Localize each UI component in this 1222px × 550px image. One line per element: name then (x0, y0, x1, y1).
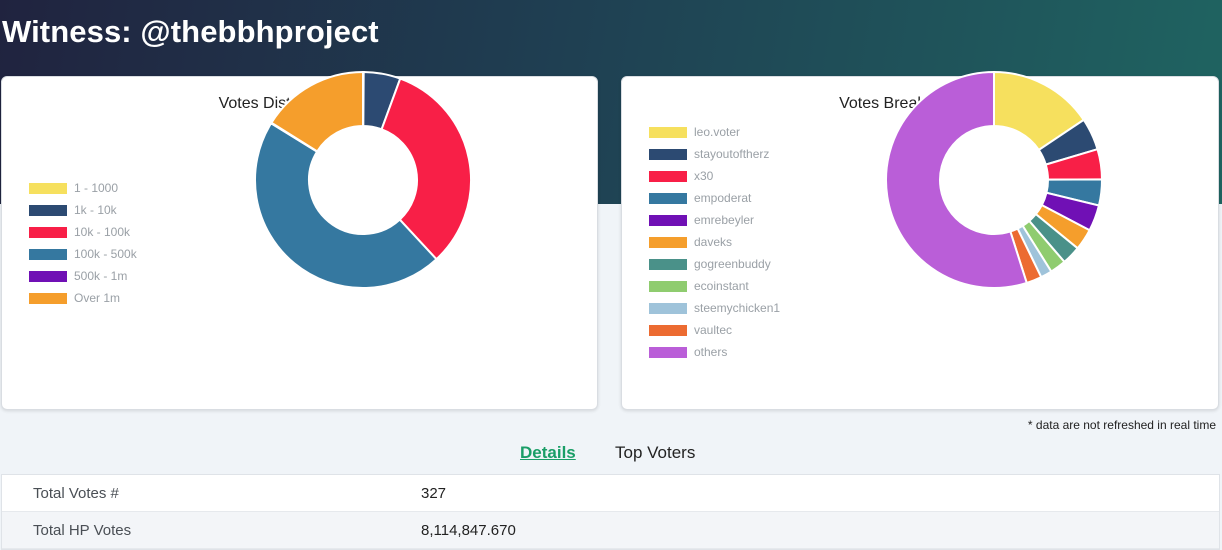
legend-swatch (649, 148, 687, 160)
donut-slice-10k-100k[interactable] (380, 77, 472, 261)
legend-swatch (649, 214, 687, 226)
legend-swatch (649, 258, 687, 270)
legend-swatch (649, 236, 687, 248)
legend-item[interactable]: vaultec (649, 319, 780, 341)
legend-swatch (649, 192, 687, 204)
legend-label: daveks (694, 235, 733, 249)
legend-item[interactable]: empoderat (649, 187, 780, 209)
legend-swatch (649, 346, 687, 358)
legend-label: 500k - 1m (74, 269, 128, 283)
legend-item[interactable]: gogreenbuddy (649, 253, 780, 275)
legend-label: 10k - 100k (74, 225, 131, 239)
legend-label: steemychicken1 (694, 301, 781, 315)
legend-item[interactable]: 1k - 10k (29, 199, 137, 221)
legend-item[interactable]: 1 - 1000 (29, 177, 137, 199)
votes-distribution-legend: 1 - 1000 1k - 10k 10k - 100k 100k - 500k… (29, 177, 137, 309)
legend-swatch (29, 226, 67, 238)
tab-details[interactable]: Details (520, 443, 576, 462)
legend-item[interactable]: others (649, 341, 780, 363)
legend-item[interactable]: 100k - 500k (29, 243, 137, 265)
legend-item[interactable]: leo.voter (649, 121, 780, 143)
legend-label: gogreenbuddy (694, 257, 771, 271)
legend-item[interactable]: 10k - 100k (29, 221, 137, 243)
legend-item[interactable]: daveks (649, 231, 780, 253)
legend-label: 1k - 10k (74, 203, 117, 217)
details-tabs: Details Top Voters (0, 443, 1222, 467)
votes-breakdown-legend: leo.voter stayoutoftherz x30 empoderat e… (649, 121, 780, 363)
legend-swatch (29, 204, 67, 216)
legend-label: 100k - 500k (74, 247, 137, 261)
legend-label: ecoinstant (694, 279, 749, 293)
legend-item[interactable]: x30 (649, 165, 780, 187)
legend-swatch (649, 280, 687, 292)
donut-slice-100k-500k[interactable] (254, 121, 438, 289)
legend-item[interactable]: stayoutoftherz (649, 143, 780, 165)
legend-swatch (649, 126, 687, 138)
legend-label: empoderat (694, 191, 752, 205)
legend-label: 1 - 1000 (74, 181, 119, 195)
votes-distribution-donut (254, 70, 472, 289)
donut-slice-over-1m[interactable] (270, 70, 364, 153)
row-value: 327 (421, 484, 447, 502)
legend-label: leo.voter (694, 125, 741, 139)
row-value: 8,114,847.670 (421, 521, 516, 539)
legend-label: stayoutoftherz (694, 147, 770, 161)
legend-swatch (29, 270, 67, 282)
legend-swatch (29, 292, 67, 304)
legend-item[interactable]: ecoinstant (649, 275, 780, 297)
refresh-footnote: * data are not refreshed in real time (1027, 418, 1216, 432)
legend-swatch (29, 182, 67, 194)
page-title: Witness: @thebbhproject (2, 14, 379, 49)
legend-label: x30 (694, 169, 714, 183)
legend-item[interactable]: Over 1m (29, 287, 137, 309)
legend-label: vaultec (694, 323, 733, 337)
legend-item[interactable]: emrebeyler (649, 209, 780, 231)
legend-swatch (649, 324, 687, 336)
votes-breakdown-donut (885, 70, 1104, 289)
legend-swatch (649, 170, 687, 182)
row-label: Total HP Votes (33, 521, 132, 539)
legend-label: others (694, 345, 728, 359)
donut-slice-others[interactable] (885, 70, 1028, 289)
row-label: Total Votes # (33, 484, 119, 502)
legend-swatch (649, 302, 687, 314)
tab-top-voters[interactable]: Top Voters (615, 443, 696, 462)
table-row: Total Votes # 327 (2, 475, 1219, 512)
details-table: Total Votes # 327 Total HP Votes 8,114,8… (1, 474, 1220, 550)
legend-item[interactable]: steemychicken1 (649, 297, 780, 319)
legend-swatch (29, 248, 67, 260)
legend-label: emrebeyler (694, 213, 755, 227)
legend-item[interactable]: 500k - 1m (29, 265, 137, 287)
table-row: Total HP Votes 8,114,847.670 (2, 512, 1219, 549)
legend-label: Over 1m (74, 291, 121, 305)
